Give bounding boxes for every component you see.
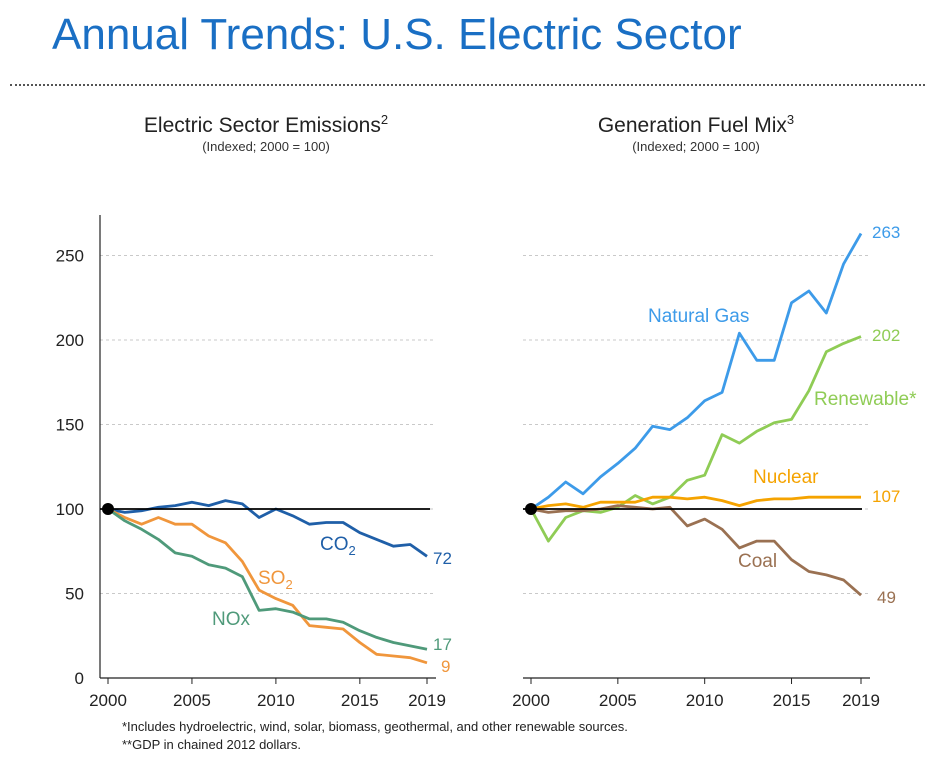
emissions-series-label-nox: NOx: [212, 609, 251, 630]
fuel-mix-series-coal-line: [530, 504, 862, 597]
emissions-series-co-line: [107, 499, 428, 558]
fuel-mix-x-tick-label: 2005: [599, 691, 637, 710]
footnote-renewable: *Includes hydroelectric, wind, solar, bi…: [122, 719, 628, 734]
fuel-mix-end-label-renewable: 202: [872, 326, 900, 345]
emissions-x-tick-label: 2019: [408, 691, 446, 710]
fuel-mix-series-label-renewable: Renewable*: [814, 389, 917, 410]
y-tick-label: 50: [65, 585, 84, 604]
emissions-series-label-so: SO2: [258, 568, 293, 592]
fuel-mix-base-point: [525, 503, 537, 515]
fuel-mix-chart-subtitle: (Indexed; 2000 = 100): [632, 139, 760, 154]
y-tick-label: 250: [56, 247, 84, 266]
fuel-mix-end-label-coal: 49: [877, 588, 896, 607]
fuel-mix-series-naturalgas-line: [530, 232, 863, 511]
page-title: Annual Trends: U.S. Electric Sector: [52, 10, 742, 59]
emissions-x-tick-label: 2015: [341, 691, 379, 710]
emissions-x-tick-label: 2010: [257, 691, 295, 710]
emissions-series-so-line: [107, 507, 428, 665]
fuel-mix-series-label-nuclear: Nuclear: [753, 467, 819, 488]
title-divider: [10, 84, 925, 86]
fuel-mix-x-tick-label: 2019: [842, 691, 880, 710]
emissions-base-point: [102, 503, 114, 515]
emissions-chart-title: Electric Sector Emissions2: [143, 112, 389, 137]
emissions-end-label-nox: 17: [433, 635, 452, 654]
fuel-mix-end-label-nuclear: 107: [872, 487, 900, 506]
fuel-mix-x-tick-label: 2000: [512, 691, 550, 710]
emissions-series-nox-line: [107, 507, 428, 651]
emissions-series-label-co: CO2: [320, 534, 356, 558]
emissions-chart-subtitle: (Indexed; 2000 = 100): [202, 139, 330, 154]
emissions-end-label-so: 9: [441, 657, 450, 676]
y-tick-label: 0: [75, 669, 84, 688]
fuel-mix-series-label-coal: Coal: [738, 551, 777, 572]
y-tick-label: 150: [56, 416, 84, 435]
emissions-end-label-co: 72: [433, 549, 452, 568]
fuel-mix-x-tick-label: 2015: [773, 691, 811, 710]
y-tick-label: 100: [56, 500, 84, 519]
fuel-mix-end-label-naturalgas: 263: [872, 223, 900, 242]
fuel-mix-series-label-naturalgas: Natural Gas: [648, 306, 749, 327]
fuel-mix-series-nuclear-line: [530, 495, 861, 511]
emissions-x-tick-label: 2005: [173, 691, 211, 710]
fuel-mix-x-tick-label: 2010: [686, 691, 724, 710]
footnote-gdp: **GDP in chained 2012 dollars.: [122, 737, 301, 752]
fuel-mix-chart-title: Generation Fuel Mix3: [597, 112, 795, 137]
emissions-x-tick-label: 2000: [89, 691, 127, 710]
y-tick-label: 200: [56, 331, 84, 350]
